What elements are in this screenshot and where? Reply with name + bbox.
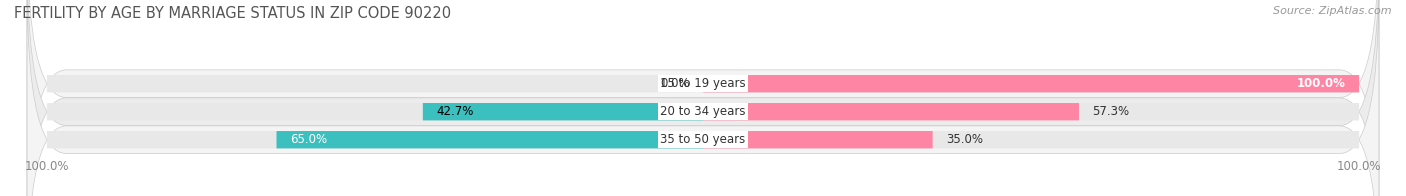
Text: FERTILITY BY AGE BY MARRIAGE STATUS IN ZIP CODE 90220: FERTILITY BY AGE BY MARRIAGE STATUS IN Z… [14, 6, 451, 21]
Text: 35 to 50 years: 35 to 50 years [661, 133, 745, 146]
FancyBboxPatch shape [46, 103, 1360, 120]
Text: Source: ZipAtlas.com: Source: ZipAtlas.com [1274, 6, 1392, 16]
FancyBboxPatch shape [46, 131, 1360, 148]
FancyBboxPatch shape [27, 0, 1379, 196]
FancyBboxPatch shape [277, 131, 703, 148]
FancyBboxPatch shape [46, 75, 1360, 92]
Text: 100.0%: 100.0% [1298, 77, 1346, 90]
FancyBboxPatch shape [703, 131, 932, 148]
Text: 42.7%: 42.7% [436, 105, 474, 118]
Text: 100.0%: 100.0% [25, 160, 69, 173]
Text: 35.0%: 35.0% [946, 133, 983, 146]
Text: 20 to 34 years: 20 to 34 years [661, 105, 745, 118]
FancyBboxPatch shape [703, 103, 1078, 120]
FancyBboxPatch shape [423, 103, 703, 120]
Text: 100.0%: 100.0% [1337, 160, 1381, 173]
FancyBboxPatch shape [27, 0, 1379, 196]
Text: 65.0%: 65.0% [290, 133, 326, 146]
Text: 0.0%: 0.0% [661, 77, 690, 90]
FancyBboxPatch shape [703, 75, 1360, 92]
Text: 15 to 19 years: 15 to 19 years [661, 77, 745, 90]
Text: 57.3%: 57.3% [1092, 105, 1129, 118]
FancyBboxPatch shape [27, 0, 1379, 196]
